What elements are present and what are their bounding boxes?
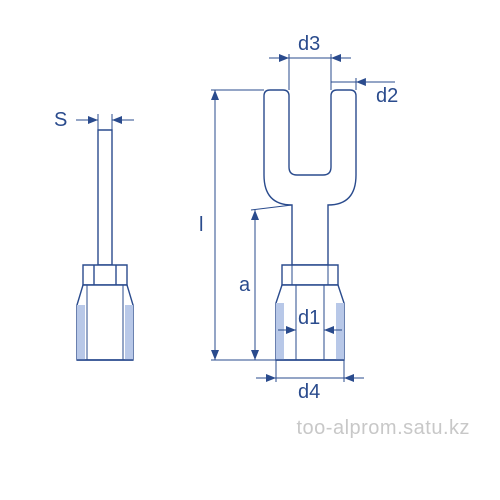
svg-text:S: S — [54, 109, 67, 131]
svg-text:d3: d3 — [298, 33, 320, 55]
svg-text:l: l — [199, 214, 203, 236]
svg-text:d4: d4 — [298, 381, 320, 403]
svg-text:a: a — [239, 274, 251, 296]
watermark-text: too-alprom.satu.kz — [296, 417, 470, 440]
svg-text:d2: d2 — [376, 85, 398, 107]
svg-text:d1: d1 — [298, 307, 320, 329]
